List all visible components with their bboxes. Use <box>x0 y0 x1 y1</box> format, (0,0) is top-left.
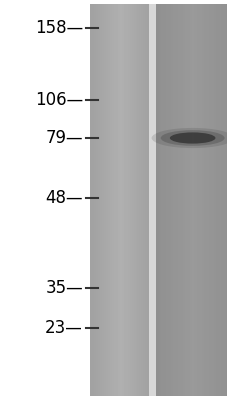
Bar <box>115 4 117 396</box>
Bar <box>215 4 217 396</box>
Bar <box>90 4 149 396</box>
Bar <box>90 4 92 396</box>
Bar <box>168 4 170 396</box>
Bar <box>158 4 160 396</box>
Bar <box>99 4 101 396</box>
Bar <box>172 4 175 396</box>
Bar <box>125 4 127 396</box>
Bar <box>105 4 107 396</box>
Bar <box>149 4 155 396</box>
Bar <box>210 4 213 396</box>
Bar <box>225 4 227 396</box>
Bar <box>131 4 133 396</box>
Bar <box>139 4 141 396</box>
Text: 35—: 35— <box>45 279 83 297</box>
Bar <box>101 4 104 396</box>
Bar <box>222 4 225 396</box>
Bar <box>111 4 113 396</box>
Bar <box>217 4 220 396</box>
Bar <box>123 4 125 396</box>
Bar <box>184 4 187 396</box>
Bar <box>129 4 131 396</box>
Bar <box>121 4 123 396</box>
Bar <box>198 4 201 396</box>
Bar <box>155 4 158 396</box>
Bar <box>201 4 203 396</box>
Bar <box>208 4 210 396</box>
Bar <box>205 4 208 396</box>
Bar <box>109 4 111 396</box>
Bar <box>143 4 145 396</box>
Text: 79—: 79— <box>45 129 83 147</box>
Bar <box>141 4 143 396</box>
Bar <box>127 4 129 396</box>
Bar <box>117 4 119 396</box>
Bar <box>187 4 189 396</box>
Ellipse shape <box>169 132 215 144</box>
Bar <box>165 4 168 396</box>
Text: 106—: 106— <box>35 91 83 109</box>
Bar <box>155 4 227 396</box>
Bar <box>92 4 94 396</box>
Bar <box>98 4 99 396</box>
Bar <box>170 4 172 396</box>
Bar <box>107 4 109 396</box>
Bar <box>96 4 98 396</box>
Bar <box>137 4 139 396</box>
Bar <box>135 4 137 396</box>
Text: 48—: 48— <box>45 189 83 207</box>
Bar <box>194 4 196 396</box>
Bar <box>220 4 222 396</box>
Bar <box>182 4 184 396</box>
Bar <box>203 4 205 396</box>
Ellipse shape <box>151 128 227 148</box>
Text: 158—: 158— <box>35 19 83 37</box>
Bar <box>104 4 105 396</box>
Bar <box>196 4 198 396</box>
Bar <box>179 4 182 396</box>
Bar <box>147 4 149 396</box>
Bar <box>191 4 194 396</box>
Bar <box>163 4 165 396</box>
Bar <box>94 4 96 396</box>
Bar <box>133 4 135 396</box>
Text: 23—: 23— <box>45 319 83 337</box>
Bar <box>113 4 115 396</box>
Bar <box>177 4 179 396</box>
Bar <box>145 4 147 396</box>
Ellipse shape <box>160 130 224 146</box>
Bar <box>119 4 121 396</box>
Bar <box>189 4 191 396</box>
Bar <box>175 4 177 396</box>
Bar <box>213 4 215 396</box>
Bar <box>160 4 163 396</box>
